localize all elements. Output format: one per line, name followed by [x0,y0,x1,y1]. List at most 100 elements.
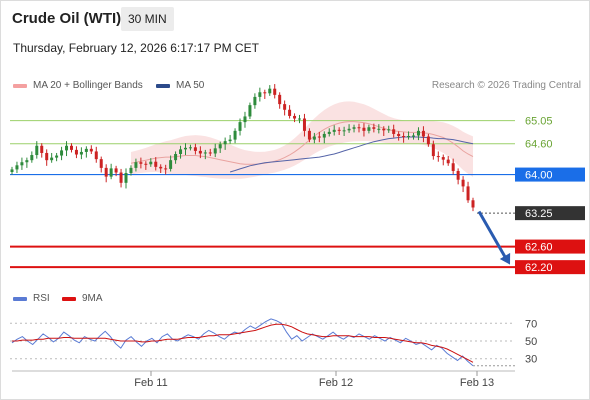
pivot-tag [515,167,585,182]
candle-body [193,147,197,151]
candle-body [218,144,222,149]
candle-body [243,116,247,123]
candle-body [69,145,73,150]
candle-body [258,92,262,97]
rsi-swatch [13,296,27,301]
candle-body [253,96,257,106]
candle-body [10,169,14,172]
candle-body [30,155,34,161]
legend-ma9-label: 9MA [82,293,103,304]
last-price-tag [515,206,585,221]
candle-body [402,136,406,138]
support-label: 62.20 [525,262,553,274]
candle-body [441,157,445,160]
candle-body [84,148,88,152]
rsi-tick-label: 70 [525,318,537,330]
candle-body [456,170,460,180]
candle-body [159,166,163,169]
candle-body [307,130,311,140]
candle-body [203,152,207,154]
candle-body [372,127,376,129]
forecast-arrow-head [499,252,511,265]
candle-body [45,152,49,161]
candle-body [293,115,297,119]
candle-body [327,131,331,134]
candle-body [298,118,302,120]
candle-body [317,136,321,138]
candle-body [377,128,381,130]
candle-body [347,128,351,131]
forecast-arrow-shaft [477,210,508,260]
candle-body [164,168,168,170]
ma20-swatch [13,83,27,88]
candle-body [60,150,64,156]
timeframe-button[interactable]: 30 MIN [121,7,174,31]
resistance-label: 64.60 [525,139,553,151]
candle-body [174,154,178,161]
support-label: 62.60 [525,242,553,254]
candle-body [322,133,326,138]
candle-body [228,139,232,142]
legend-ma50: MA 50 [156,80,204,91]
candle-body [233,130,237,140]
candle-body [50,157,54,161]
pivot-label: 64.00 [525,170,553,182]
candle-body [94,151,98,160]
candle-body [466,186,470,201]
candle-body [332,129,336,132]
candle-body [25,160,29,163]
candle-body [421,130,425,137]
candle-body [119,172,123,183]
time-tick-label: Feb 11 [134,377,167,389]
candle-body [248,105,252,117]
candle-body [412,135,416,137]
ma50-line [229,136,474,173]
rsi-tick-label: 30 [525,354,537,366]
candle-body [352,127,356,129]
candle-body [74,149,78,155]
candle-body [55,155,59,158]
candle-body [392,129,396,134]
time-tick-label: Feb 13 [460,377,494,389]
legend-ma9: 9MA [62,293,103,304]
ma20-line [130,121,474,165]
candle-body [35,145,39,156]
rsi-tick-label: 50 [525,336,537,348]
candle-body [104,167,108,177]
candle-body [471,200,475,208]
candle-body [436,156,440,158]
candle-body [367,127,371,131]
candle-body [109,168,113,177]
candle-body [446,159,450,164]
bollinger-band [130,101,473,179]
candle-body [79,151,83,155]
candle-body [134,162,138,168]
time-tick-label: Feb 12 [319,377,353,389]
candle-body [357,127,361,129]
candle-body [278,94,282,105]
candle-body [273,88,277,95]
candle-body [407,136,411,138]
support-tag [515,239,585,254]
candle-body [223,141,227,145]
candle-body [89,148,93,152]
candle-body [431,144,435,157]
candle-body [342,130,346,132]
resistance-label: 65.05 [525,116,553,128]
candle-body [198,150,202,154]
candle-body [302,118,306,131]
legend-ma20: MA 20 + Bollinger Bands [13,80,143,91]
last-price-label: 63.25 [525,208,553,220]
candle-body [183,147,187,150]
research-credit: Research © 2026 Trading Central [431,80,581,91]
legend-ma20-label: MA 20 + Bollinger Bands [33,80,143,91]
candle-body [397,133,401,136]
candle-body [461,179,465,187]
candle-body [382,128,386,131]
candle-body [268,88,272,94]
candle-body [129,167,133,174]
instrument-title: Crude Oil (WTI) [12,10,122,27]
candle-body [99,159,103,168]
support-tag [515,260,585,275]
